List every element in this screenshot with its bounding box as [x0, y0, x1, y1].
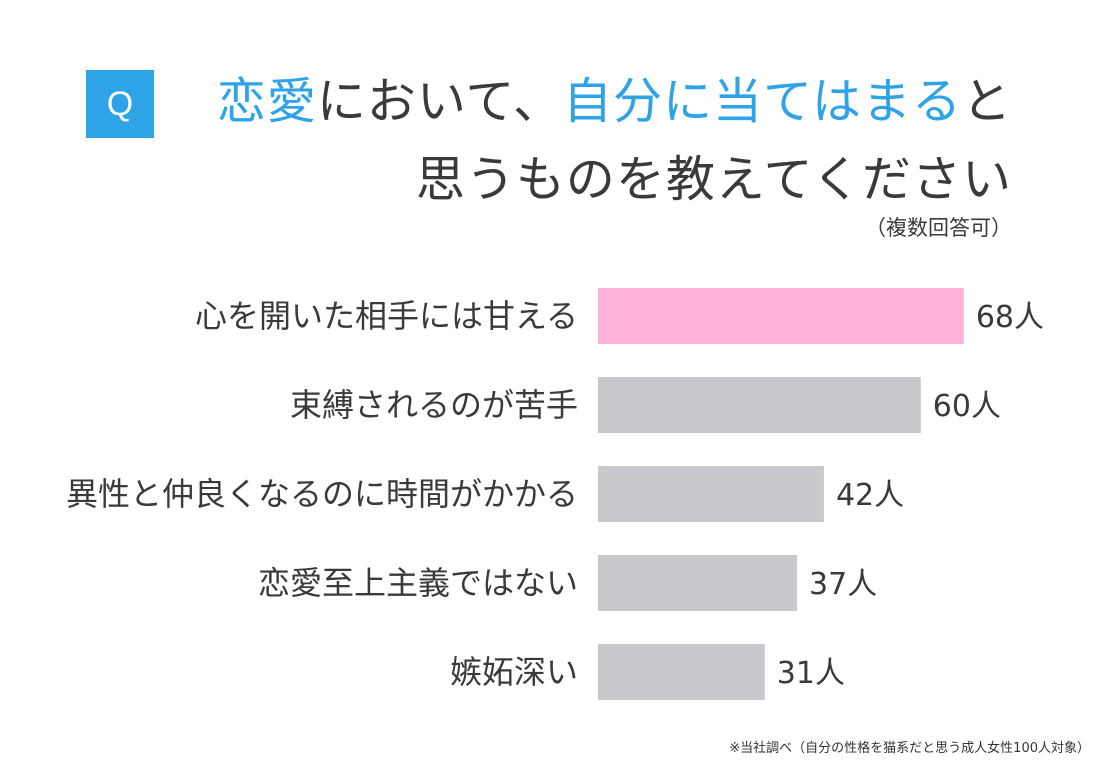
bar-3 [598, 555, 798, 611]
question-badge: Q [86, 70, 154, 138]
title-segment-2: 自分に当てはまる [562, 73, 962, 130]
chart-title-line2: 思うものを教えてください [415, 151, 1012, 208]
bar-1 [598, 377, 921, 433]
category-label-4: 嫉妬深い [450, 653, 578, 691]
footnote: ※当社調べ（自分の性格を猫系だと思う成人女性100人対象） [729, 741, 1090, 756]
title-segment-1: において、 [316, 73, 563, 130]
value-label-2: 42人 [836, 478, 904, 513]
category-label-2: 異性と仲良くなるのに時間がかかる [66, 475, 578, 513]
title-segment-0: 恋愛 [216, 73, 317, 130]
bar-2 [598, 466, 824, 522]
value-label-0: 68人 [976, 300, 1044, 335]
value-label-3: 37人 [809, 567, 877, 602]
title-segment-3: と [961, 73, 1012, 130]
category-label-3: 恋愛至上主義ではない [258, 564, 578, 602]
value-label-4: 31人 [777, 656, 845, 691]
category-label-1: 束縛されるのが苦手 [290, 386, 578, 424]
title-note: （複数回答可） [865, 216, 1012, 240]
value-label-1: 60人 [933, 389, 1001, 424]
bar-4 [598, 644, 765, 700]
chart-title-line1: 恋愛において、自分に当てはまると [217, 72, 1012, 132]
bar-0 [598, 288, 964, 344]
category-label-0: 心を開いた相手には甘える [195, 297, 578, 335]
